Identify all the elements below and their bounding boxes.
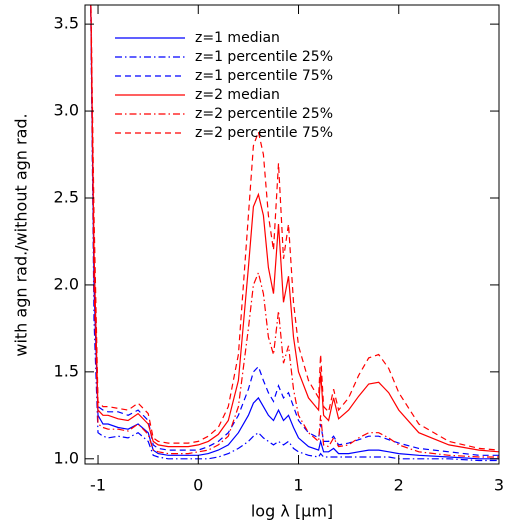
x-tick-label: 0 [193, 476, 203, 495]
x-tick-label: 3 [494, 476, 504, 495]
y-tick-label: 2.0 [54, 274, 79, 293]
y-tick-label: 2.5 [54, 187, 79, 206]
series-line [90, 5, 499, 453]
series-line [90, 5, 499, 458]
x-tick-label: 1 [293, 476, 303, 495]
legend-label: z=1 median [195, 30, 280, 46]
x-tick-label: -1 [90, 476, 106, 495]
x-axis-label: log λ [μm] [251, 502, 333, 521]
series-line [90, 5, 499, 462]
legend-label: z=2 percentile 75% [195, 125, 333, 141]
y-tick-label: 1.0 [54, 448, 79, 467]
legend-label: z=1 percentile 75% [195, 68, 333, 84]
plot-frame [84, 4, 500, 465]
x-tick-label: 2 [394, 476, 404, 495]
series-line [90, 5, 499, 451]
legend-label: z=1 percentile 25% [195, 49, 333, 65]
series-line [90, 5, 499, 456]
series-line [90, 5, 499, 460]
legend-label: z=2 median [195, 87, 280, 103]
y-tick-label: 1.5 [54, 361, 79, 380]
legend-label: z=2 percentile 25% [195, 106, 333, 122]
y-axis-label: with agn rad./without agn rad. [12, 113, 31, 356]
y-tick-label: 3.5 [54, 14, 79, 33]
y-tick-label: 3.0 [54, 101, 79, 120]
plot-lines [90, 5, 499, 462]
